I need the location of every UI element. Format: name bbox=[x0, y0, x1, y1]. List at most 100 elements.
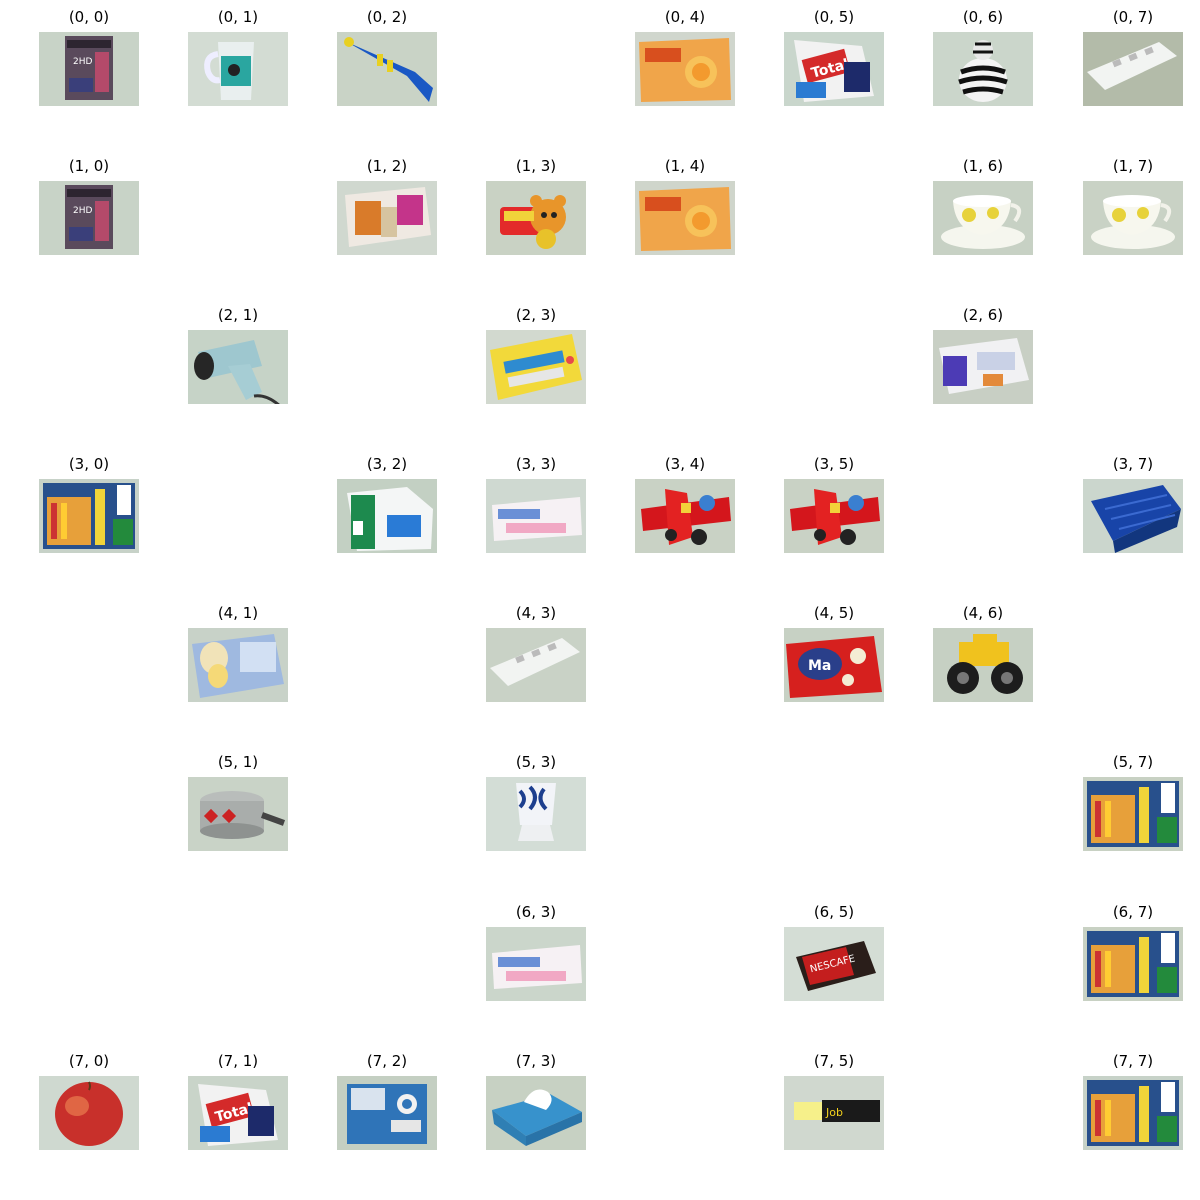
object-thumbnail bbox=[933, 628, 1033, 702]
svg-text:Job: Job bbox=[825, 1106, 843, 1119]
svg-text:Ma: Ma bbox=[808, 658, 831, 674]
power-strip-icon bbox=[486, 628, 586, 702]
grid-cell: (2, 3) bbox=[486, 298, 586, 404]
grid-cell: (2, 1) bbox=[188, 298, 288, 404]
toy-truck-icon bbox=[933, 628, 1033, 702]
grid-cell: (2, 6) bbox=[933, 298, 1033, 404]
saucepan-icon bbox=[188, 777, 288, 851]
grid-cell: (7, 0) bbox=[39, 1044, 139, 1150]
cell-label: (7, 3) bbox=[515, 1052, 557, 1070]
cell-label: (4, 6) bbox=[962, 604, 1004, 622]
object-thumbnail bbox=[933, 181, 1033, 255]
book-icon bbox=[1083, 1076, 1183, 1150]
object-thumbnail bbox=[933, 330, 1033, 404]
grid-cell: (4, 5) Ma bbox=[784, 596, 884, 702]
tissue-box-icon bbox=[486, 1076, 586, 1150]
cell-label: (7, 0) bbox=[68, 1052, 110, 1070]
object-thumbnail bbox=[1083, 1076, 1183, 1150]
toy-keyboard-icon bbox=[486, 330, 586, 404]
cell-label: (7, 1) bbox=[217, 1052, 259, 1070]
grid-cell: (1, 7) bbox=[1083, 149, 1183, 255]
grid-cell: (1, 6) bbox=[933, 149, 1033, 255]
grid-cell: (3, 2) bbox=[337, 447, 437, 553]
cell-label: (3, 3) bbox=[515, 455, 557, 473]
grid-cell: (4, 6) bbox=[933, 596, 1033, 702]
egg-cup-icon bbox=[486, 777, 586, 851]
grid-cell: (6, 3) bbox=[486, 895, 586, 1001]
object-thumbnail bbox=[1083, 32, 1183, 106]
chips-bag-icon: Ma bbox=[784, 628, 884, 702]
electronic-device-box-icon bbox=[337, 1076, 437, 1150]
object-thumbnail bbox=[486, 181, 586, 255]
grid-cell: (3, 4) bbox=[635, 447, 735, 553]
object-thumbnail: Total bbox=[188, 1076, 288, 1150]
grid-cell: (3, 5) bbox=[784, 447, 884, 553]
cell-label: (0, 1) bbox=[217, 8, 259, 26]
milk-carton-icon bbox=[337, 479, 437, 553]
cell-label: (3, 2) bbox=[366, 455, 408, 473]
grid-cell: (5, 1) bbox=[188, 745, 288, 851]
grid-cell: (7, 7) bbox=[1083, 1044, 1183, 1150]
grid-cell: (7, 3) bbox=[486, 1044, 586, 1150]
object-thumbnail bbox=[635, 181, 735, 255]
object-thumbnail bbox=[486, 777, 586, 851]
toy-airplane-icon bbox=[784, 479, 884, 553]
cell-label: (5, 7) bbox=[1112, 753, 1154, 771]
grid-cell: (0, 4) bbox=[635, 0, 735, 106]
medicine-box-icon bbox=[486, 479, 586, 553]
grid-cell: (0, 5) Total bbox=[784, 0, 884, 106]
cell-label: (7, 5) bbox=[813, 1052, 855, 1070]
svg-text:2HD: 2HD bbox=[73, 57, 92, 67]
grid-cell: (5, 7) bbox=[1083, 745, 1183, 851]
grid-cell: (0, 7) bbox=[1083, 0, 1183, 106]
object-thumbnail bbox=[188, 32, 288, 106]
cell-label: (1, 4) bbox=[664, 157, 706, 175]
object-thumbnail bbox=[337, 1076, 437, 1150]
object-thumbnail: NESCAFE bbox=[784, 927, 884, 1001]
object-thumbnail bbox=[39, 1076, 139, 1150]
cell-label: (5, 3) bbox=[515, 753, 557, 771]
grid-cell: (1, 3) bbox=[486, 149, 586, 255]
floppy-disk-box-icon: 2HD bbox=[39, 181, 139, 255]
power-strip-icon bbox=[1083, 32, 1183, 106]
grid-cell: (1, 4) bbox=[635, 149, 735, 255]
object-thumbnail: Ma bbox=[784, 628, 884, 702]
cell-label: (1, 7) bbox=[1112, 157, 1154, 175]
cell-label: (1, 0) bbox=[68, 157, 110, 175]
grid-cell: (0, 2) bbox=[337, 0, 437, 106]
toy-bear-icon bbox=[486, 181, 586, 255]
grid-cell: (0, 0) 2HD bbox=[39, 0, 139, 106]
highlighter-pen-icon: Job bbox=[784, 1076, 884, 1150]
cell-label: (5, 1) bbox=[217, 753, 259, 771]
grid-cell: (3, 7) bbox=[1083, 447, 1183, 553]
juice-carton-icon bbox=[635, 181, 735, 255]
object-thumbnail bbox=[784, 479, 884, 553]
medicine-box-icon bbox=[486, 927, 586, 1001]
object-thumbnail bbox=[486, 1076, 586, 1150]
grid-cell: (6, 7) bbox=[1083, 895, 1183, 1001]
apple-icon bbox=[39, 1076, 139, 1150]
cell-label: (2, 1) bbox=[217, 306, 259, 324]
grid-cell: (6, 5) NESCAFE bbox=[784, 895, 884, 1001]
cell-label: (1, 3) bbox=[515, 157, 557, 175]
object-thumbnail bbox=[1083, 777, 1183, 851]
toy-airplane-icon bbox=[635, 479, 735, 553]
object-thumbnail bbox=[1083, 479, 1183, 553]
object-thumbnail bbox=[486, 628, 586, 702]
grid-cell: (0, 6) bbox=[933, 0, 1033, 106]
cell-label: (6, 7) bbox=[1112, 903, 1154, 921]
zebra-figurine-icon bbox=[933, 32, 1033, 106]
cell-label: (0, 5) bbox=[813, 8, 855, 26]
cell-label: (6, 5) bbox=[813, 903, 855, 921]
object-thumbnail bbox=[337, 181, 437, 255]
cell-label: (0, 0) bbox=[68, 8, 110, 26]
svg-text:2HD: 2HD bbox=[73, 206, 92, 216]
cell-label: (4, 1) bbox=[217, 604, 259, 622]
object-thumbnail bbox=[188, 777, 288, 851]
mug-icon bbox=[188, 32, 288, 106]
floppy-disk-box-icon: 2HD bbox=[39, 32, 139, 106]
toy-trumpet-icon bbox=[337, 32, 437, 106]
object-thumbnail bbox=[933, 32, 1033, 106]
cell-label: (1, 6) bbox=[962, 157, 1004, 175]
book-icon bbox=[1083, 927, 1183, 1001]
